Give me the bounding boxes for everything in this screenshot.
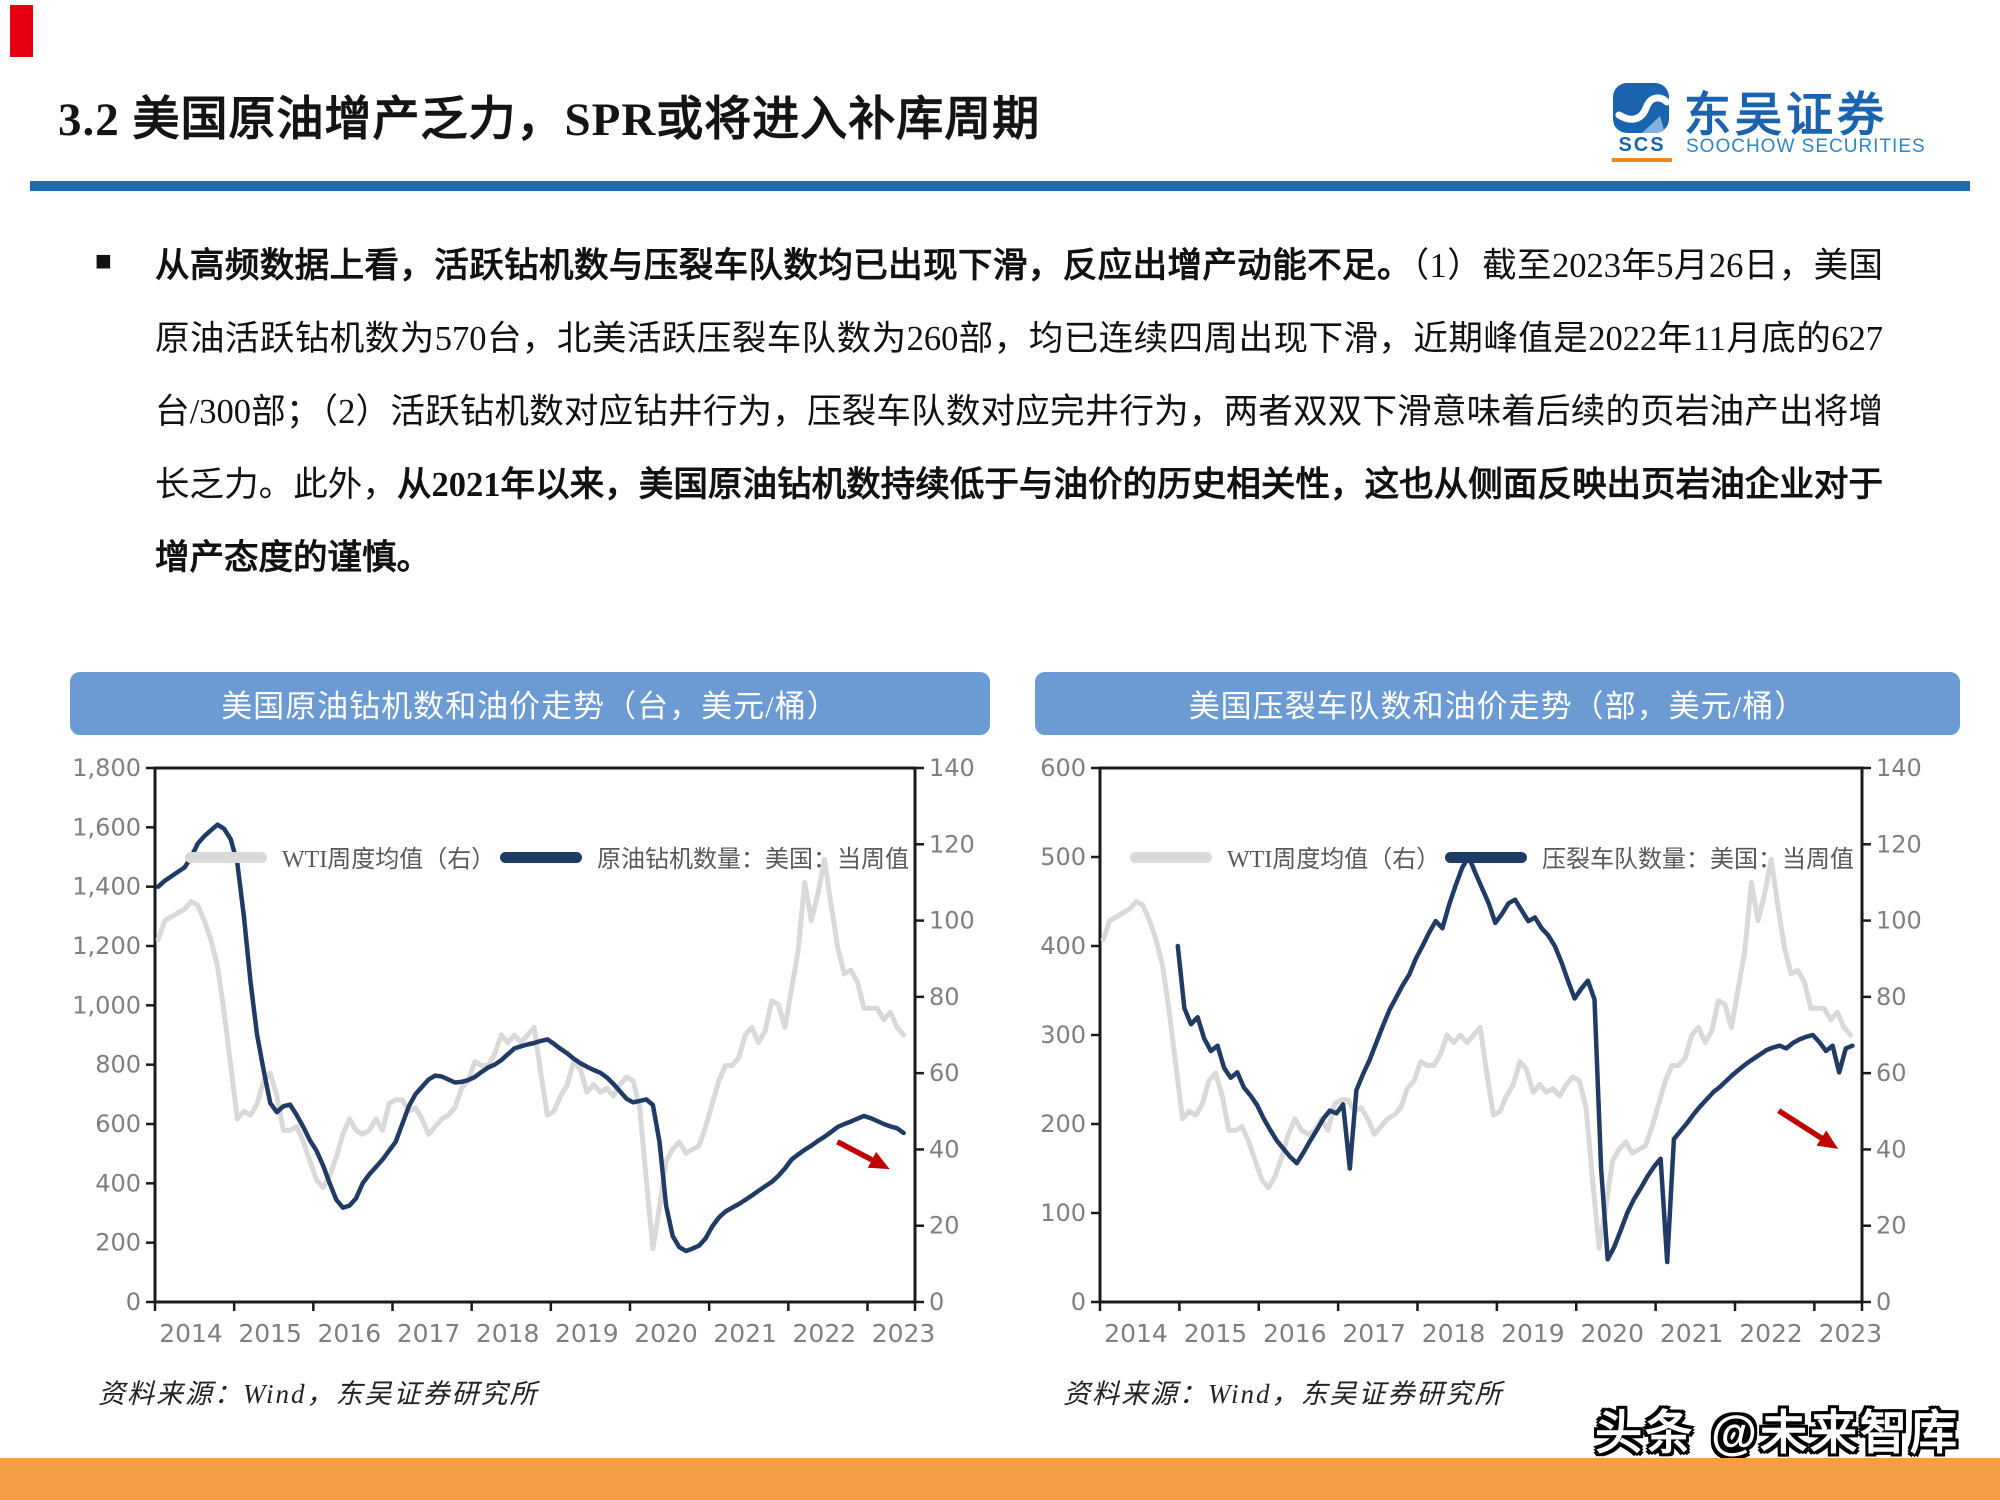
soochow-logo: SCS 东吴证券 SOOCHOW SECURITIES	[1612, 70, 1932, 172]
left-axis-tick-label: 1,200	[72, 932, 141, 960]
soochow-logo-icon	[1613, 83, 1671, 133]
main-series-line	[155, 822, 906, 1254]
x-axis-tick-label: 2019	[555, 1319, 619, 1348]
frac-chart-title-bar: 美国压裂车队数和油价走势（部，美元/桶）	[1035, 672, 1960, 735]
legend-main-swatch	[500, 852, 582, 863]
trend-down-arrow	[836, 1139, 874, 1163]
bottom-orange-bar	[0, 1458, 2000, 1500]
title-divider-rule	[30, 181, 1970, 191]
paragraph-bold-tail: 从2021年以来，美国原油钻机数持续低于与油价的历史相关性，这也从侧面反映出页岩…	[155, 466, 1883, 577]
trend-down-arrow	[1777, 1108, 1823, 1141]
left-axis-tick-label: 300	[1040, 1021, 1086, 1049]
soochow-logo-en: SOOCHOW SECURITIES	[1686, 136, 1926, 157]
summary-paragraph: 从高频数据上看，活跃钻机数与压裂车队数均已出现下滑，反应出增产动能不足。（1）截…	[155, 230, 1883, 595]
x-axis-tick-label: 2023	[1819, 1319, 1883, 1348]
left-axis-tick-label: 800	[95, 1051, 141, 1079]
x-axis-tick-label: 2018	[476, 1319, 540, 1348]
right-axis-tick-label: 0	[1876, 1288, 1891, 1316]
frac-spread-chart: 0 100 200 300 400 500 600 0 20 40 60 80 100 120 140 201…	[1040, 754, 1922, 1348]
left-axis-tick-label: 600	[1040, 754, 1086, 782]
soochow-logo-cn: 东吴证券	[1684, 90, 1888, 142]
right-axis-tick-label: 100	[1876, 907, 1922, 935]
right-axis-tick-label: 120	[1876, 830, 1922, 858]
right-axis-tick-label: 0	[929, 1288, 944, 1316]
left-axis-tick-label: 1,400	[72, 873, 141, 901]
wti-price-line	[155, 857, 907, 1252]
x-axis-tick-label: 2019	[1501, 1319, 1565, 1348]
rig-count-chart-card: 美国原油钻机数和油价走势（台，美元/桶） 0 200 400 600 800 1,000 1…	[70, 672, 990, 1447]
rig-chart-source: 资料来源：Wind，东吴证券研究所	[98, 1379, 539, 1409]
x-axis-tick-label: 2022	[1739, 1319, 1803, 1348]
paragraph-regular-mid: （1）截至2023年5月26日，美国原油活跃钻机数为570台，北美活跃压裂车队数…	[155, 247, 1883, 504]
main-series-line	[1175, 854, 1855, 1265]
legend-main-label: 压裂车队数量：美国：当周值	[1542, 846, 1854, 873]
rig-chart-title-bar: 美国原油钻机数和油价走势（台，美元/桶）	[70, 672, 990, 735]
legend-wti-label: WTI周度均值（右）	[1227, 846, 1440, 873]
right-axis-tick-label: 40	[1876, 1135, 1907, 1163]
x-axis-tick-label: 2015	[1184, 1319, 1248, 1348]
right-axis-tick-label: 20	[929, 1212, 960, 1240]
watermark-text: 头条 @未来智库	[1595, 1406, 1960, 1459]
x-axis-tick-label: 2020	[1580, 1319, 1644, 1348]
x-axis-tick-label: 2014	[159, 1319, 223, 1348]
x-axis-tick-label: 2017	[1342, 1319, 1406, 1348]
legend-main-swatch	[1445, 852, 1527, 863]
x-axis-tick-label: 2023	[872, 1319, 936, 1348]
x-axis-tick-label: 2016	[318, 1319, 382, 1348]
right-axis-tick-label: 60	[929, 1059, 960, 1087]
left-axis-tick-label: 1,800	[72, 754, 141, 782]
left-axis-tick-label: 400	[1040, 932, 1086, 960]
plot-frame	[153, 766, 917, 1304]
paragraph-bold-lead: 从高频数据上看，活跃钻机数与压裂车队数均已出现下滑，反应出增产动能不足。	[155, 247, 1412, 285]
corner-red-mark	[10, 5, 33, 57]
left-axis-tick-label: 0	[126, 1288, 141, 1316]
right-axis-tick-label: 80	[929, 983, 960, 1011]
x-axis-tick-label: 2018	[1422, 1319, 1486, 1348]
right-axis-tick-label: 20	[1876, 1212, 1907, 1240]
x-axis-tick-label: 2015	[238, 1319, 302, 1348]
soochow-logo-abbr: SCS	[1618, 134, 1666, 156]
x-axis-tick-label: 2022	[793, 1319, 857, 1348]
right-axis-tick-label: 120	[929, 830, 975, 858]
right-axis-tick-label: 40	[929, 1135, 960, 1163]
left-axis-tick-label: 0	[1071, 1288, 1086, 1316]
x-axis-tick-label: 2020	[634, 1319, 698, 1348]
left-axis-tick-label: 200	[1040, 1110, 1086, 1138]
left-axis-tick-label: 500	[1040, 843, 1086, 871]
frac-spread-chart-card: 美国压裂车队数和油价走势（部，美元/桶） 0 100 200 300 400 500 600…	[1035, 672, 1960, 1447]
soochow-logo-underline	[1612, 158, 1672, 162]
left-axis-tick-label: 600	[95, 1110, 141, 1138]
right-axis-tick-label: 140	[929, 754, 975, 782]
legend-wti-label: WTI周度均值（右）	[282, 846, 495, 873]
right-axis-tick-label: 140	[1876, 754, 1922, 782]
x-axis-tick-label: 2014	[1104, 1319, 1168, 1348]
legend-wti-swatch	[185, 852, 267, 863]
left-axis-tick-label: 1,000	[72, 991, 141, 1019]
left-axis-tick-label: 1,600	[72, 813, 141, 841]
legend-main-label: 原油钻机数量：美国：当周值	[597, 846, 909, 873]
wti-price-line	[1100, 857, 1854, 1252]
x-axis-tick-label: 2021	[1660, 1319, 1724, 1348]
right-axis-tick-label: 100	[929, 907, 975, 935]
x-axis-tick-label: 2016	[1263, 1319, 1327, 1348]
left-axis-tick-label: 400	[95, 1169, 141, 1197]
x-axis-tick-label: 2021	[713, 1319, 777, 1348]
right-axis-tick-label: 60	[1876, 1059, 1907, 1087]
right-axis-tick-label: 80	[1876, 983, 1907, 1011]
legend-wti-swatch	[1130, 852, 1212, 863]
x-axis-tick-label: 2017	[397, 1319, 461, 1348]
page-title: 3.2 美国原油增产乏力，SPR或将进入补库周期	[58, 94, 1041, 146]
frac-chart-source: 资料来源：Wind，东吴证券研究所	[1063, 1379, 1504, 1409]
left-axis-tick-label: 200	[95, 1229, 141, 1257]
bullet-icon: ■	[95, 246, 112, 277]
rig-count-chart: 02004006008001,0001,2001,4001,6001,80002…	[72, 754, 975, 1348]
left-axis-tick-label: 100	[1040, 1199, 1086, 1227]
